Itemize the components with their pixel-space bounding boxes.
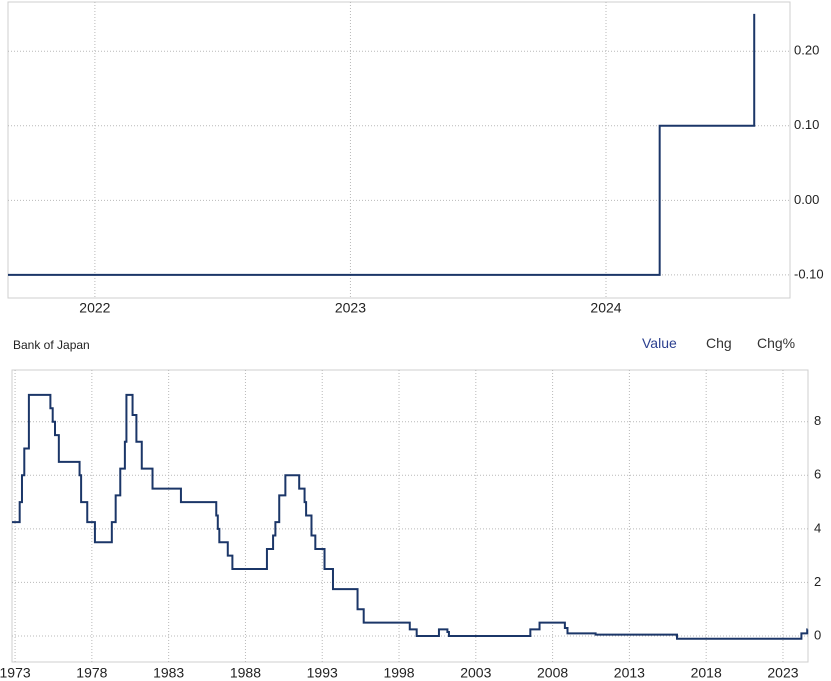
y-tick-label: 0.10: [794, 117, 819, 132]
y-tick-label: 0: [814, 627, 821, 642]
x-tick-label: 2024: [590, 300, 621, 316]
y-tick-label: 8: [814, 413, 821, 428]
data-line: [8, 13, 756, 276]
data-line: [12, 393, 809, 640]
x-tick-label: 2013: [614, 665, 645, 681]
x-tick-label: 2018: [691, 665, 722, 681]
x-tick-label: 2022: [79, 300, 110, 316]
y-tick-label: -0.10: [794, 266, 824, 281]
change-percent-tab[interactable]: Chg%: [757, 335, 796, 351]
x-tick-label: 2023: [767, 665, 798, 681]
plot-frame: [11, 369, 809, 663]
x-tick-label: 1993: [307, 665, 338, 681]
x-tick-label: 1988: [230, 665, 261, 681]
x-tick-label: 1978: [76, 665, 107, 681]
y-tick-label: 4: [814, 520, 821, 535]
x-tick-label: 1998: [383, 665, 414, 681]
y-tick-label: 6: [814, 467, 821, 482]
x-tick-label: 1973: [0, 665, 31, 681]
value-tab[interactable]: Value: [642, 335, 677, 351]
y-tick-label: 0.00: [794, 192, 819, 207]
y-tick-label: 0.20: [794, 43, 819, 58]
source-label: Bank of Japan: [13, 338, 90, 352]
x-tick-label: 1983: [153, 665, 184, 681]
x-tick-label: 2023: [335, 300, 366, 316]
y-tick-label: 2: [814, 574, 821, 589]
plot-frame: [7, 1, 791, 299]
x-tick-label: 2003: [460, 665, 491, 681]
change-tab[interactable]: Chg: [706, 335, 732, 351]
x-tick-label: 2008: [537, 665, 568, 681]
